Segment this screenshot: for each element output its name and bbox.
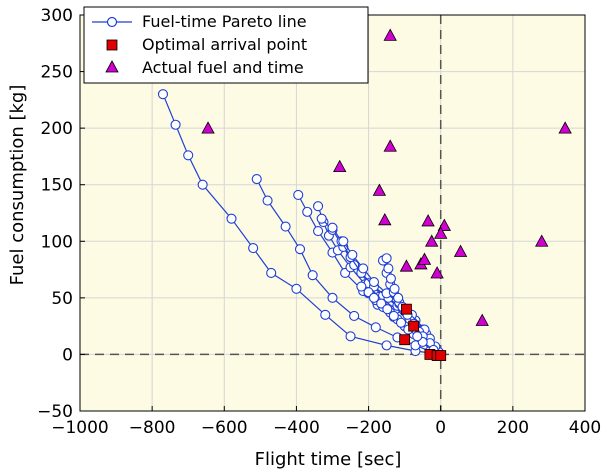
pareto-point	[370, 322, 381, 333]
y-tick-label: 100	[41, 232, 73, 252]
y-tick-label: 0	[62, 345, 73, 365]
actual-points	[201, 28, 572, 326]
axis-ticks: −1000 −800 −600 −400 −200 0 200 400 −50 0 50 100 150…	[37, 6, 601, 438]
optimal-points	[399, 303, 447, 361]
actual-point	[399, 259, 414, 272]
y-tick-label: 50	[51, 289, 73, 309]
pareto-point	[389, 283, 400, 294]
actual-point	[475, 313, 489, 326]
pareto-point	[327, 222, 338, 233]
actual-point	[383, 139, 397, 152]
pareto-point	[294, 244, 306, 255]
pareto-point	[385, 273, 396, 284]
actual-point	[558, 121, 572, 134]
pareto-point	[368, 292, 380, 303]
actual-point	[383, 28, 397, 41]
pareto-point	[356, 281, 367, 292]
pareto-point	[320, 309, 331, 320]
pareto-point	[327, 292, 338, 303]
actual-point	[430, 266, 444, 279]
x-tick-label: −1000	[51, 418, 109, 438]
pareto-point	[338, 236, 349, 247]
optimal-point	[401, 303, 412, 315]
optimal-point	[408, 320, 420, 332]
pareto-point	[381, 253, 392, 264]
pareto-point	[395, 317, 407, 328]
x-tick-label: −800	[129, 418, 176, 438]
pareto-point	[388, 310, 399, 322]
legend-pareto-label: Fuel-time Pareto line	[142, 12, 307, 31]
y-tick-label: 200	[41, 119, 73, 139]
y-tick-label: 250	[41, 63, 73, 83]
pareto-point	[266, 267, 277, 279]
pareto-point	[248, 243, 259, 254]
pareto-point	[313, 201, 324, 212]
pareto-point	[307, 270, 318, 281]
pareto-point	[381, 340, 392, 351]
pareto-point	[345, 331, 356, 342]
x-tick-label: 400	[569, 418, 601, 438]
pareto-point	[393, 292, 404, 303]
x-tick-label: 200	[497, 418, 529, 438]
legend-actual-marker	[105, 60, 119, 73]
pareto-point	[313, 226, 324, 237]
legend-pareto-marker	[106, 16, 118, 28]
optimal-point	[399, 334, 411, 346]
pareto-point	[170, 119, 181, 130]
actual-point	[425, 234, 439, 247]
actual-point	[535, 234, 549, 247]
pareto-point	[262, 195, 273, 206]
legend: Fuel-time Pareto line Optimal arrival po…	[83, 6, 369, 84]
pareto-point	[291, 283, 302, 294]
optimal-point	[435, 350, 447, 361]
legend-entry-actual: Actual fuel and time	[105, 58, 304, 77]
pareto-point	[382, 304, 393, 315]
y-tick-label: −50	[37, 402, 73, 422]
pareto-point	[280, 221, 291, 232]
actual-point	[378, 212, 392, 226]
y-tick-label: 300	[41, 6, 73, 26]
actual-point	[201, 121, 215, 134]
pareto-point	[349, 310, 360, 322]
pareto-point	[183, 150, 194, 161]
legend-entry-optimal: Optimal arrival point	[106, 35, 307, 54]
x-tick-label: 0	[435, 418, 446, 438]
actual-point	[333, 159, 347, 173]
legend-entry-pareto: Fuel-time Pareto line	[92, 12, 307, 31]
pareto-point	[376, 298, 387, 309]
x-tick-label: −600	[201, 418, 248, 438]
x-tick-label: −200	[345, 418, 392, 438]
legend-box	[83, 6, 369, 84]
legend-actual-label: Actual fuel and time	[142, 58, 304, 77]
pareto-point	[197, 179, 208, 190]
pareto-point	[226, 213, 237, 224]
pareto-point	[383, 263, 394, 274]
actual-point	[372, 183, 387, 196]
legend-optimal-label: Optimal arrival point	[142, 35, 307, 54]
pareto-point	[316, 213, 327, 224]
pareto-point	[368, 276, 380, 288]
y-axis-label: Fuel consumption [kg]	[7, 85, 28, 286]
actual-point	[453, 244, 468, 257]
pareto-point	[157, 89, 169, 100]
actual-point	[434, 226, 448, 239]
y-tick-label: 150	[41, 176, 73, 196]
actual-point	[421, 214, 435, 227]
pareto-point	[358, 263, 369, 274]
pareto-point	[347, 249, 358, 260]
pareto-point	[293, 189, 304, 200]
x-tick-label: −400	[273, 418, 320, 438]
reference-lines	[80, 15, 585, 411]
pareto-point	[412, 331, 423, 342]
pareto-point	[251, 174, 262, 185]
legend-optimal-marker	[106, 39, 118, 51]
pareto-point	[302, 206, 313, 217]
x-axis-label: Flight time [sec]	[255, 449, 402, 470]
actual-point	[417, 252, 432, 265]
